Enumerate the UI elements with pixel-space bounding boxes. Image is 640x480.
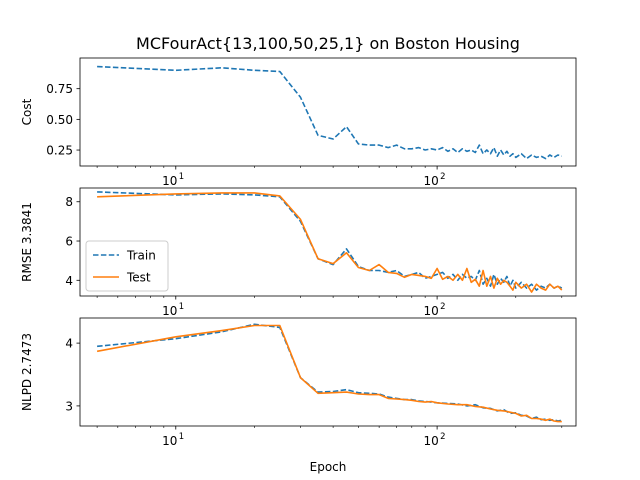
axes-frame xyxy=(79,317,577,427)
y-tick-label: 4 xyxy=(65,274,73,288)
y-tick-label: 8 xyxy=(65,195,73,209)
y-tick-label: 0.50 xyxy=(46,113,73,127)
x-tick-label: 10 xyxy=(423,434,438,448)
x-tick-label-exponent: 1 xyxy=(179,172,184,182)
y-tick-label: 6 xyxy=(65,235,73,249)
legend-box xyxy=(85,240,169,292)
series-line-train xyxy=(97,65,563,160)
y-axis-label: RMSE 3.3841 xyxy=(20,202,34,282)
x-tick-label-exponent: 2 xyxy=(440,172,445,182)
x-tick-label-exponent: 1 xyxy=(179,302,184,312)
legend-label-test: Test xyxy=(126,271,151,285)
x-tick-label-exponent: 2 xyxy=(440,302,445,312)
chart-title: MCFourAct{13,100,50,25,1} on Boston Hous… xyxy=(136,34,520,53)
x-tick-label: 10 xyxy=(423,174,438,188)
x-tick-label-exponent: 2 xyxy=(440,432,445,442)
y-axis-label: NLPD 2.7473 xyxy=(20,333,34,411)
x-axis-label: Epoch xyxy=(310,460,347,474)
x-tick-label: 10 xyxy=(162,304,177,318)
x-tick-label: 10 xyxy=(423,304,438,318)
y-tick-label: 0.25 xyxy=(46,144,73,158)
y-axis-label: Cost xyxy=(20,98,34,125)
y-tick-label: 4 xyxy=(65,337,73,351)
legend: Train Test xyxy=(85,240,169,292)
x-tick-label: 10 xyxy=(162,174,177,188)
axes-frame xyxy=(79,187,577,297)
axes-frame xyxy=(79,57,577,167)
series-line-test xyxy=(97,192,563,293)
series-line-test xyxy=(96,324,562,423)
x-tick-label-exponent: 1 xyxy=(179,432,184,442)
legend-label-train: Train xyxy=(126,249,156,263)
y-tick-label: 3 xyxy=(65,399,73,413)
y-tick-label: 0.75 xyxy=(46,82,73,96)
x-tick-label: 10 xyxy=(162,434,177,448)
